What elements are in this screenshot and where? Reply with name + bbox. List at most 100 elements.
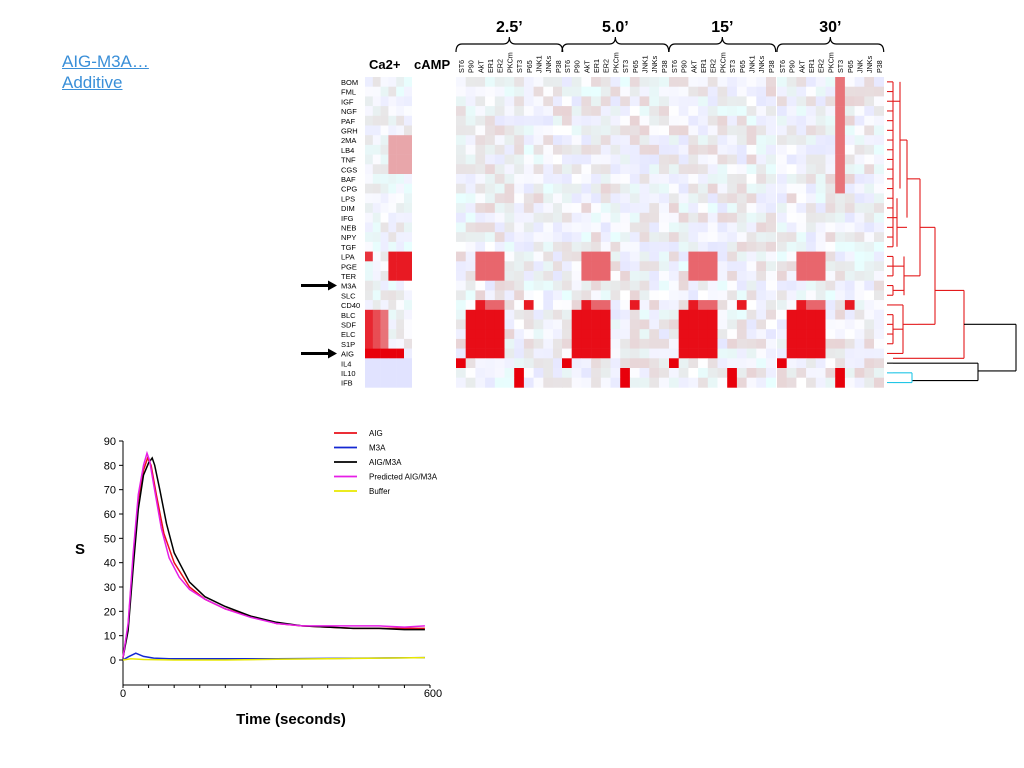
heatmap-cell [380, 115, 389, 126]
heatmap-cell [553, 174, 563, 184]
heatmap-cell [835, 280, 846, 291]
heatmap-cell [777, 106, 787, 117]
heatmap-cell [777, 319, 787, 330]
heatmap-cell [581, 232, 592, 243]
heatmap-cell [864, 261, 875, 272]
heatmap-cell [678, 251, 689, 262]
heatmap-cell [485, 86, 496, 97]
row-label: BAF [341, 175, 356, 184]
heatmap-cell [475, 174, 486, 184]
heatmap-cell [777, 193, 787, 204]
heatmap-cell [756, 358, 767, 369]
heatmap-cell [815, 368, 826, 378]
heatmap-cell [543, 77, 554, 87]
heatmap-cell [777, 348, 787, 359]
heatmap-cell [688, 280, 699, 291]
heatmap-cell [372, 86, 381, 97]
heatmap-cell [514, 261, 525, 272]
heatmap-cell [456, 174, 466, 184]
heatmap-cell [864, 309, 875, 320]
heatmap-cell [844, 203, 855, 214]
heatmap-cell [571, 271, 582, 281]
heatmap-cell [717, 368, 728, 378]
heatmap-cell [659, 348, 669, 359]
heatmap-cell [717, 212, 728, 223]
heatmap-cell [639, 232, 650, 243]
heatmap-cell [777, 135, 787, 146]
heatmap-cell [854, 309, 865, 320]
heatmap-cell [659, 203, 669, 214]
heatmap-cell [404, 222, 412, 233]
heatmap-cell [485, 241, 496, 252]
heatmap-cell [600, 154, 611, 165]
heatmap-cell [639, 106, 650, 117]
heatmap-cell [629, 212, 640, 223]
heatmap-cell [659, 309, 669, 320]
heatmap-cell [365, 222, 373, 233]
heatmap-cell [600, 212, 611, 223]
heatmap-cell [766, 377, 776, 388]
heatmap-cell [562, 154, 572, 165]
heatmap-cell [475, 329, 486, 340]
heatmap-cell [806, 212, 817, 223]
heatmap-cell [553, 222, 563, 233]
heatmap-cell [533, 348, 544, 359]
heatmap-cell [388, 174, 397, 184]
heatmap-cell [591, 183, 602, 194]
heatmap-cell [553, 338, 563, 349]
heatmap-cell [388, 368, 397, 378]
heatmap-cell [485, 290, 496, 301]
heatmap-cell [543, 338, 554, 349]
heatmap-cell [620, 338, 631, 349]
heatmap-cell [688, 106, 699, 117]
heatmap-cell [746, 232, 757, 243]
heatmap-cell [639, 222, 650, 233]
heatmap-cell [707, 338, 718, 349]
heatmap-cell [688, 164, 699, 175]
heatmap-cell [553, 86, 563, 97]
heatmap-cell [494, 309, 505, 320]
heatmap-cell [815, 329, 826, 340]
heatmap-cell [365, 261, 373, 272]
heatmap-cell [514, 319, 525, 330]
heatmap-cell [629, 174, 640, 184]
heatmap-cell [815, 144, 826, 155]
heatmap-cell [639, 164, 650, 175]
heatmap-cell [388, 241, 397, 252]
heatmap-cell [456, 193, 466, 204]
heatmap-cell [717, 86, 728, 97]
heatmap-cell [835, 144, 846, 155]
heatmap-cell [571, 329, 582, 340]
row-label: TER [341, 272, 357, 281]
heatmap-cell [678, 115, 689, 126]
heatmap-cell [533, 241, 544, 252]
heatmap-cell [717, 174, 728, 184]
heatmap-cell [380, 96, 389, 107]
heatmap-cell [388, 358, 397, 369]
additive-link[interactable]: Additive [62, 73, 123, 92]
heatmap-cell [717, 251, 728, 262]
heatmap-cell [581, 203, 592, 214]
heatmap-cell [485, 300, 496, 311]
heatmap-cell [806, 106, 817, 117]
heatmap-cell [825, 329, 836, 340]
heatmap-cell [717, 338, 728, 349]
heatmap-cell [485, 125, 496, 136]
heatmap-cell [388, 261, 397, 272]
column-label: P90 [467, 60, 476, 73]
heatmap-cell [465, 77, 476, 87]
heatmap-cell [864, 135, 875, 146]
row-label: IL4 [341, 359, 351, 368]
heatmap-cell [796, 125, 807, 136]
heatmap-cell [825, 368, 836, 378]
heatmap-cell [465, 174, 476, 184]
heatmap-cell [844, 241, 855, 252]
heatmap-cell [475, 232, 486, 243]
heatmap-cell [562, 261, 572, 272]
heatmap-cell [504, 77, 515, 87]
heatmap-cell [388, 135, 397, 146]
heatmap-cell [864, 115, 875, 126]
heatmap-cell [610, 358, 621, 369]
heatmap-cell [494, 251, 505, 262]
aig-m3a-link[interactable]: AIG-M3A… [62, 52, 149, 71]
